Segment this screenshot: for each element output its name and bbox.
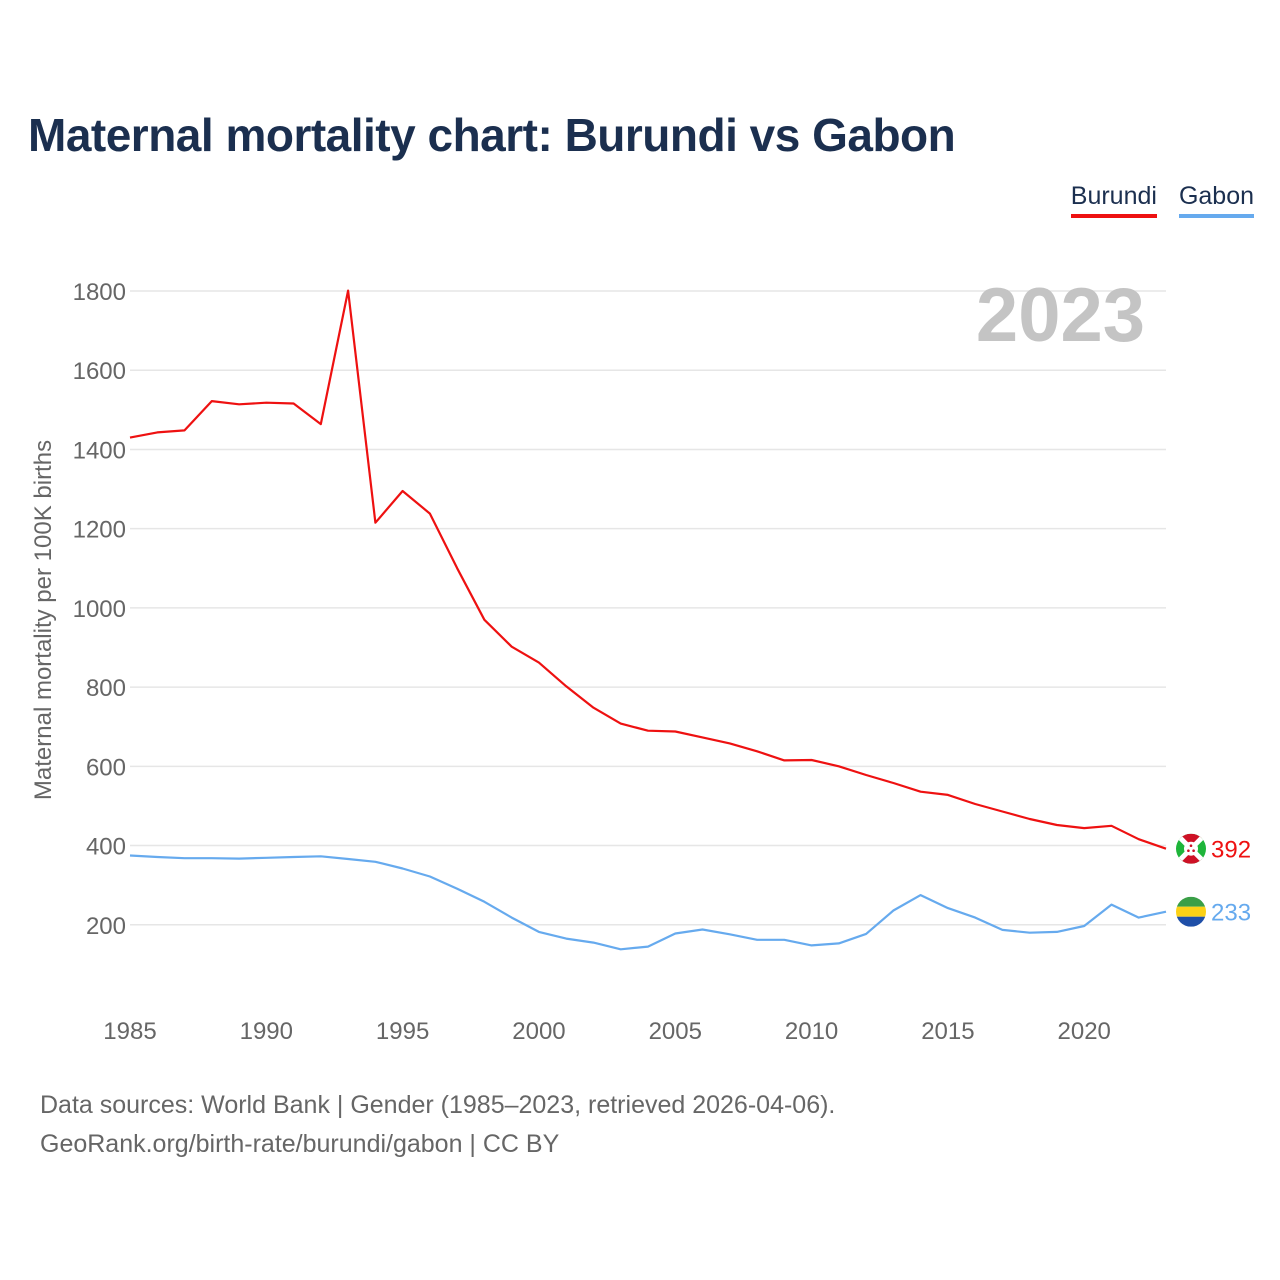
legend: Burundi Gabon	[1070, 182, 1254, 218]
footer: Data sources: World Bank | Gender (1985–…	[40, 1086, 835, 1164]
x-tick-label: 2010	[785, 1018, 838, 1045]
end-label-burundi: 392	[1211, 837, 1251, 864]
gabon-flag-icon	[1176, 896, 1206, 927]
x-tick-label: 2005	[649, 1018, 702, 1045]
y-axis-ticks: 200 400 600 800 1000 1200 1400 1600 1800	[73, 279, 126, 940]
x-tick-label: 1995	[376, 1018, 429, 1045]
year-watermark: 2023	[976, 273, 1145, 358]
legend-item-burundi[interactable]: Burundi	[1070, 182, 1157, 218]
end-markers: 392 233	[1176, 833, 1251, 927]
x-tick-label: 2000	[512, 1018, 565, 1045]
y-tick-label: 800	[86, 675, 126, 702]
y-tick-label: 1200	[73, 517, 126, 544]
chart-title: Maternal mortality chart: Burundi vs Gab…	[28, 109, 956, 161]
end-label-gabon: 233	[1211, 900, 1251, 927]
y-tick-label: 200	[86, 913, 126, 940]
y-axis-label: Maternal mortality per 100K births	[30, 440, 57, 800]
chart-canvas: 2023 200 400 600 800 1000 1200 1400 1600 1800 19…	[30, 273, 1251, 1045]
y-tick-label: 1600	[73, 358, 126, 385]
grid-lines	[130, 290, 1166, 926]
credit-link[interactable]: GeoRank.org/birth-rate/burundi/gabon | C…	[40, 1130, 560, 1158]
y-tick-label: 1400	[73, 437, 126, 464]
y-tick-label: 600	[86, 754, 126, 781]
legend-item-gabon[interactable]: Gabon	[1178, 182, 1254, 218]
y-tick-label: 1800	[73, 279, 126, 306]
series-line-gabon	[129, 854, 1167, 951]
x-tick-label: 1985	[103, 1018, 156, 1045]
x-axis-ticks: 1985 1990 1995 2000 2005 2010 2015 2020	[103, 1018, 1111, 1045]
series-lines	[129, 289, 1167, 951]
data-sources: Data sources: World Bank | Gender (1985–…	[40, 1091, 836, 1119]
x-tick-label: 1990	[240, 1018, 293, 1045]
y-tick-label: 400	[86, 834, 126, 861]
series-line-burundi	[129, 289, 1167, 850]
burundi-flag-icon	[1176, 833, 1206, 864]
x-tick-label: 2020	[1058, 1018, 1111, 1045]
x-tick-label: 2015	[921, 1018, 974, 1045]
y-tick-label: 1000	[73, 596, 126, 623]
